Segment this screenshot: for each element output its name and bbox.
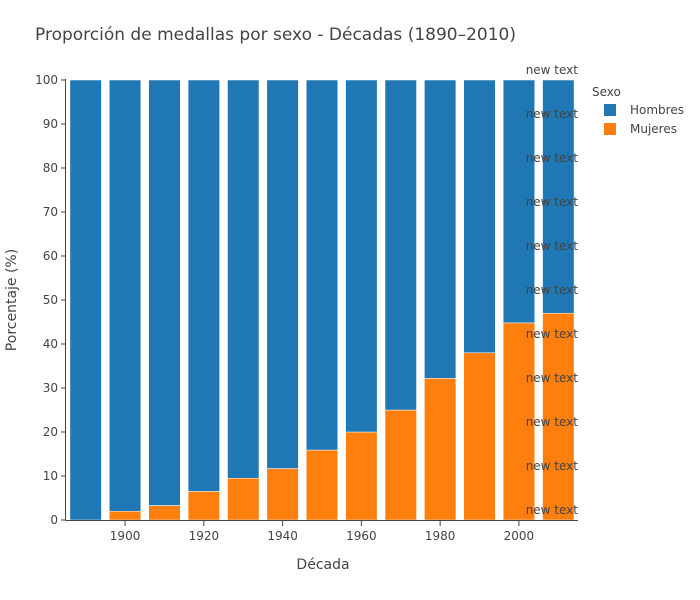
x-tick-label: 1980 xyxy=(425,529,456,543)
bar-mujeres-1980[interactable] xyxy=(424,378,457,521)
bar-mujeres-1950[interactable] xyxy=(306,449,339,521)
y-tick-label: 0 xyxy=(50,513,58,527)
bar-mujeres-2010[interactable] xyxy=(542,312,575,521)
annotation-new-text: new text xyxy=(526,327,579,341)
bar-hombres-1910[interactable] xyxy=(148,79,181,506)
y-tick-label: 30 xyxy=(43,381,58,395)
y-tick-label: 90 xyxy=(43,117,58,131)
bar-hombres-2010[interactable] xyxy=(542,79,575,314)
y-tick-label: 20 xyxy=(43,425,58,439)
legend-label-mujeres[interactable]: Mujeres xyxy=(630,122,677,136)
y-tick-label: 60 xyxy=(43,249,58,263)
annotation-new-text: new text xyxy=(526,503,579,517)
bar-hombres-1990[interactable] xyxy=(463,79,496,354)
x-axis-title: Década xyxy=(296,557,349,573)
bar-mujeres-1940[interactable] xyxy=(266,468,299,521)
chart-title: Proporción de medallas por sexo - Década… xyxy=(35,25,516,45)
bar-hombres-1970[interactable] xyxy=(384,79,417,411)
annotation-new-text: new text xyxy=(526,107,579,121)
annotation-new-text: new text xyxy=(526,283,579,297)
annotation-new-text: new text xyxy=(526,151,579,165)
legend-swatch-mujeres[interactable] xyxy=(604,123,616,135)
y-tick-label: 50 xyxy=(43,293,58,307)
annotation-new-text: new text xyxy=(526,415,579,429)
bar-mujeres-1960[interactable] xyxy=(345,431,378,521)
annotation-new-text: new text xyxy=(526,459,579,473)
bar-hombres-1930[interactable] xyxy=(227,79,260,479)
x-tick-label: 1940 xyxy=(267,529,298,543)
bar-mujeres-1920[interactable] xyxy=(187,491,220,521)
bar-hombres-1980[interactable] xyxy=(424,79,457,379)
legend-title: Sexo xyxy=(592,85,621,99)
bar-mujeres-1910[interactable] xyxy=(148,505,181,521)
bar-hombres-1900[interactable] xyxy=(109,79,142,512)
bar-hombres-1950[interactable] xyxy=(306,79,339,451)
x-tick-label: 1920 xyxy=(189,529,220,543)
axes: 0 10 20 30 40 50 60 70 80 90 100 1900 1920 1940 1960 19… xyxy=(35,73,578,543)
y-axis-title: Porcentaje (%) xyxy=(4,249,20,351)
bar-mujeres-1900[interactable] xyxy=(109,510,142,521)
annotation-new-text: new text xyxy=(526,195,579,209)
annotation-new-text: new text xyxy=(526,239,579,253)
plot-area xyxy=(69,79,575,521)
annotation-new-text: new text xyxy=(526,371,579,385)
bar-hombres-2000[interactable] xyxy=(502,79,535,324)
bar-hombres-1890[interactable] xyxy=(69,79,102,521)
bar-hombres-1940[interactable] xyxy=(266,79,299,469)
y-tick-label: 80 xyxy=(43,161,58,175)
bar-hombres-1960[interactable] xyxy=(345,79,378,433)
y-tick-label: 100 xyxy=(35,73,58,87)
legend-swatch-hombres[interactable] xyxy=(604,104,616,116)
legend-label-hombres[interactable]: Hombres xyxy=(630,103,684,117)
bar-mujeres-1970[interactable] xyxy=(384,409,417,521)
x-tick-label: 1960 xyxy=(346,529,377,543)
y-tick-label: 70 xyxy=(43,205,58,219)
bar-mujeres-2000[interactable] xyxy=(502,322,535,521)
legend[interactable]: Sexo Hombres Mujeres xyxy=(592,85,684,136)
bar-hombres-1920[interactable] xyxy=(187,79,220,492)
bar-mujeres-1930[interactable] xyxy=(227,477,260,521)
x-tick-label: 1900 xyxy=(110,529,141,543)
annotation-new-text: new text xyxy=(526,63,579,77)
annotations: new text new text new text new text new text… xyxy=(526,63,579,517)
x-tick-label: 2000 xyxy=(504,529,535,543)
bar-mujeres-1990[interactable] xyxy=(463,352,496,521)
y-tick-label: 40 xyxy=(43,337,58,351)
y-tick-label: 10 xyxy=(43,469,58,483)
